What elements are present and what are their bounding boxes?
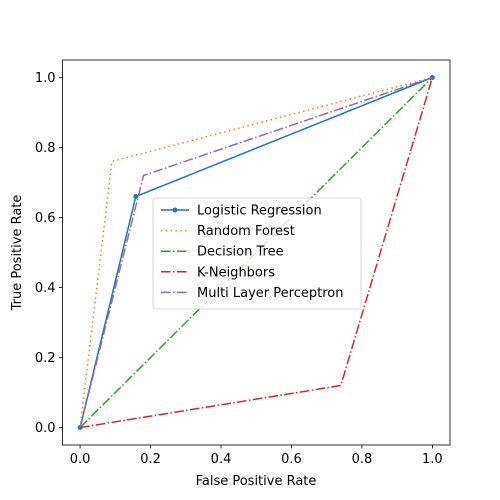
legend: Logistic Regression Random Forest Decision… — [152, 197, 362, 310]
x-tick-label: 0.2 — [140, 452, 161, 467]
series-line-decision-tree — [79, 76, 433, 429]
ticks-layer: 0.0 0.2 0.4 0.6 0.8 1.0 0.0 0.2 0.4 0.6 0.8 1.0 — [35, 71, 443, 467]
y-tick-label: 0.0 — [35, 421, 56, 436]
plot-frame — [62, 59, 451, 446]
legend-label-random-forest: Random Forest — [197, 224, 295, 239]
y-tick-label: 1.0 — [35, 71, 56, 86]
series-layer — [77, 75, 435, 430]
legend-label-k-neighbors: K-Neighbors — [197, 265, 275, 280]
y-tick-label: 0.8 — [35, 141, 56, 156]
x-tick-label: 0.0 — [70, 452, 91, 467]
y-tick-label: 0.6 — [35, 211, 56, 226]
y-tick-label: 0.4 — [35, 281, 56, 296]
series-point-logistic-regression — [133, 194, 139, 199]
y-axis-label: True Positive Rate — [10, 195, 25, 312]
legend-label-decision-tree: Decision Tree — [197, 245, 284, 260]
y-tick-label: 0.2 — [35, 351, 56, 366]
legend-label-multi-layer-perceptron: Multi Layer Perceptron — [197, 286, 343, 301]
x-axis-label: False Positive Rate — [196, 474, 317, 489]
series-line-multi-layer-perceptron — [79, 76, 433, 428]
x-tick-label: 1.0 — [422, 452, 443, 467]
series-line-k-neighbors — [79, 77, 434, 429]
legend-box — [152, 197, 362, 310]
x-tick-label: 0.6 — [281, 452, 302, 467]
legend-label-logistic-regression: Logistic Regression — [197, 204, 322, 219]
x-tick-label: 0.4 — [211, 452, 232, 467]
x-tick-label: 0.8 — [352, 452, 373, 467]
legend-marker-logistic-regression — [172, 207, 178, 213]
